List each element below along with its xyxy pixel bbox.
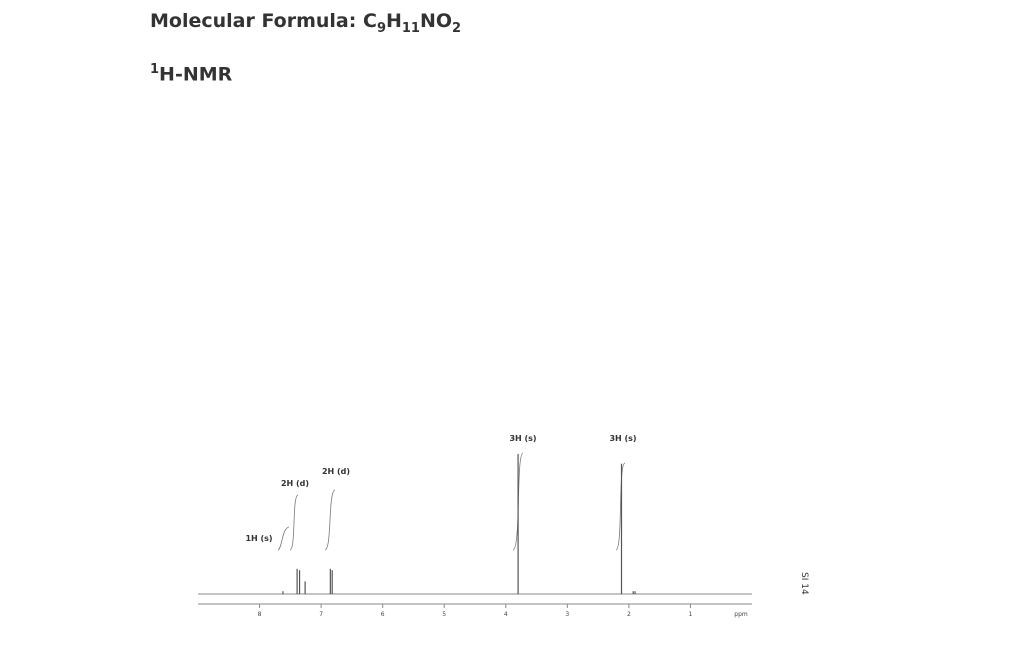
x-tick-label: 2 [627,611,631,618]
formula-element: NO [419,10,453,32]
peak-annotation: 3H (s) [509,434,536,443]
nmr-title: 1H-NMR [150,62,232,85]
formula-element: H [385,10,402,32]
x-tick-label: 6 [381,611,385,618]
x-tick-label: 5 [442,611,446,618]
peak-annotation: 3H (s) [609,434,636,443]
x-axis-label: ppm [734,611,748,618]
x-tick-label: 4 [504,611,508,618]
side-label: SI 14 [799,572,809,595]
integral-curve [615,462,626,551]
x-tick-label: 3 [565,611,569,618]
formula-subscript: 2 [452,20,462,36]
formula-label: Molecular Formula: [150,10,357,32]
formula-element: C [362,10,377,32]
formula-subscript: 11 [401,20,420,36]
peak-annotation: 2H (d) [281,479,309,488]
integral-curve [289,494,299,551]
peak-annotation: 2H (d) [322,467,350,476]
formula-value: C9H11NO2 [362,10,461,36]
integral-curve [324,489,336,551]
x-tick-label: 8 [258,611,262,618]
x-tick-label: 1 [689,611,693,618]
formula: Molecular Formula: C9H11NO2 [150,10,461,36]
peak-annotation: 1H (s) [245,534,272,543]
integral-curve [277,526,290,551]
formula-subscript: 9 [376,20,386,36]
nmr-sup: 1 [150,62,160,77]
x-tick-label: 7 [319,611,323,618]
nmr-text: H-NMR [159,63,233,86]
